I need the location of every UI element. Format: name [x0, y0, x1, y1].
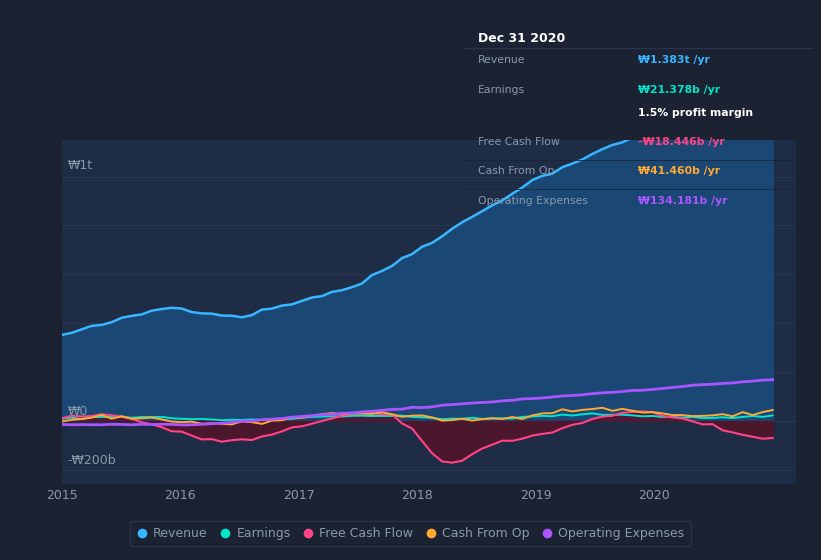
Text: Operating Expenses: Operating Expenses [478, 196, 588, 206]
Text: Cash From Op: Cash From Op [478, 166, 554, 176]
Text: 1.5% profit margin: 1.5% profit margin [639, 108, 754, 118]
Text: ₩41.460b /yr: ₩41.460b /yr [639, 166, 721, 176]
Text: Free Cash Flow: Free Cash Flow [478, 137, 560, 147]
Text: ₩1t: ₩1t [67, 158, 93, 172]
Text: ₩21.378b /yr: ₩21.378b /yr [639, 85, 721, 95]
Text: -₩18.446b /yr: -₩18.446b /yr [639, 137, 725, 147]
Legend: Revenue, Earnings, Free Cash Flow, Cash From Op, Operating Expenses: Revenue, Earnings, Free Cash Flow, Cash … [131, 521, 690, 546]
Text: ₩1.383t /yr: ₩1.383t /yr [639, 55, 710, 65]
Text: Earnings: Earnings [478, 85, 525, 95]
Text: Revenue: Revenue [478, 55, 525, 65]
Text: -₩200b: -₩200b [67, 454, 116, 467]
Text: Dec 31 2020: Dec 31 2020 [478, 31, 565, 44]
Text: ₩0: ₩0 [67, 405, 88, 418]
Text: ₩134.181b /yr: ₩134.181b /yr [639, 196, 728, 206]
